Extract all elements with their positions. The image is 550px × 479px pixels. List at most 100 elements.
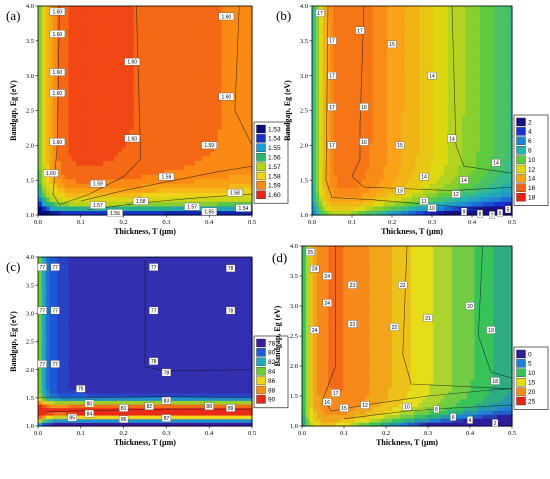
heatmap-cell <box>76 60 81 66</box>
heatmap-cell <box>236 105 242 112</box>
heatmap-cell <box>152 160 158 166</box>
heatmap-cell <box>344 87 349 93</box>
heatmap-cell <box>125 6 131 12</box>
heatmap-cell <box>125 15 131 21</box>
heatmap-cell <box>344 101 349 107</box>
heatmap-cell <box>483 101 488 107</box>
heatmap-cell <box>369 87 374 93</box>
heatmap-cell <box>319 187 324 193</box>
heatmap-cell <box>408 42 413 48</box>
heatmap-cell <box>412 74 417 80</box>
heatmap-cell <box>152 46 158 53</box>
heatmap-cell <box>458 160 463 166</box>
heatmap-cell <box>160 105 165 112</box>
heatmap-cell <box>53 183 58 189</box>
heatmap-cell <box>469 155 474 162</box>
heatmap-cell <box>333 33 338 39</box>
heatmap-cell <box>225 83 230 89</box>
heatmap-cell <box>160 33 165 39</box>
heatmap-cell <box>429 60 435 66</box>
heatmap-cell <box>322 119 327 125</box>
heatmap-cell <box>125 37 131 43</box>
heatmap-cell <box>160 210 165 216</box>
heatmap-cell <box>462 155 467 162</box>
heatmap-cell <box>209 110 215 116</box>
contour-label-text: 1.60 <box>127 60 137 66</box>
heatmap-cell <box>244 96 249 103</box>
heatmap-cell <box>102 24 108 30</box>
heatmap-cell <box>490 187 495 193</box>
heatmap-cell <box>397 6 402 12</box>
heatmap-cell <box>469 60 474 66</box>
heatmap-cell <box>376 151 381 157</box>
heatmap-cell <box>437 92 442 98</box>
heatmap-cell <box>141 51 146 57</box>
heatmap-cell <box>465 151 470 157</box>
heatmap-cell <box>198 60 203 66</box>
heatmap-cell <box>351 137 356 143</box>
heatmap-cell <box>114 96 119 103</box>
heatmap-cell <box>447 6 452 12</box>
heatmap-cell <box>160 83 165 89</box>
heatmap-cell <box>187 42 192 48</box>
heatmap-cell <box>213 42 219 48</box>
heatmap-cell <box>319 133 324 139</box>
heatmap-cell <box>401 83 406 89</box>
heatmap-cell <box>198 101 203 107</box>
heatmap-cell <box>383 83 388 89</box>
heatmap-cell <box>148 155 154 162</box>
heatmap-cell <box>479 178 485 184</box>
heatmap-cell <box>236 42 242 48</box>
heatmap-cell <box>354 83 360 89</box>
heatmap-cell <box>95 174 100 180</box>
heatmap-cell <box>41 69 47 75</box>
heatmap-cell <box>394 174 399 180</box>
heatmap-cell <box>354 60 360 66</box>
heatmap-cell <box>319 69 324 75</box>
heatmap-cell <box>344 15 349 21</box>
heatmap-cell <box>419 160 424 166</box>
heatmap-cell <box>102 169 108 175</box>
heatmap-cell <box>447 196 452 202</box>
heatmap-cell <box>322 74 327 80</box>
heatmap-cell <box>156 133 161 139</box>
heatmap-cell <box>437 6 442 12</box>
heatmap-cell <box>365 155 370 162</box>
heatmap-cell <box>76 142 81 148</box>
heatmap-cell <box>469 96 474 103</box>
heatmap-cell <box>404 133 410 139</box>
heatmap-cell <box>329 165 335 171</box>
heatmap-cell <box>102 142 108 148</box>
heatmap-cell <box>444 192 449 198</box>
heatmap-cell <box>114 110 119 116</box>
heatmap-cell <box>49 160 54 166</box>
heatmap-cell <box>76 151 81 157</box>
heatmap-cell <box>145 92 150 98</box>
heatmap-cell <box>354 137 360 143</box>
heatmap-cell <box>322 24 327 30</box>
heatmap-cell <box>319 83 324 89</box>
heatmap-cell <box>232 201 238 207</box>
heatmap-cell <box>102 69 108 75</box>
heatmap-cell <box>125 155 131 162</box>
heatmap-cell <box>465 160 470 166</box>
heatmap-cell <box>221 101 226 107</box>
heatmap-cell <box>106 10 112 16</box>
heatmap-cell <box>194 128 200 134</box>
heatmap-cell <box>110 151 116 157</box>
heatmap-cell <box>91 210 96 216</box>
heatmap-cell <box>167 46 173 53</box>
heatmap-cell <box>76 210 81 216</box>
heatmap-cell <box>137 92 142 98</box>
heatmap-cell <box>312 201 317 207</box>
heatmap-cell <box>422 133 427 139</box>
heatmap-cell <box>60 115 66 121</box>
heatmap-cell <box>433 174 438 180</box>
heatmap-cell <box>476 105 481 112</box>
heatmap-cell <box>344 133 349 139</box>
heatmap-cell <box>394 37 399 43</box>
heatmap-cell <box>437 119 442 125</box>
heatmap-cell <box>444 15 449 21</box>
heatmap-cell <box>187 65 192 71</box>
heatmap-cell <box>99 165 104 171</box>
